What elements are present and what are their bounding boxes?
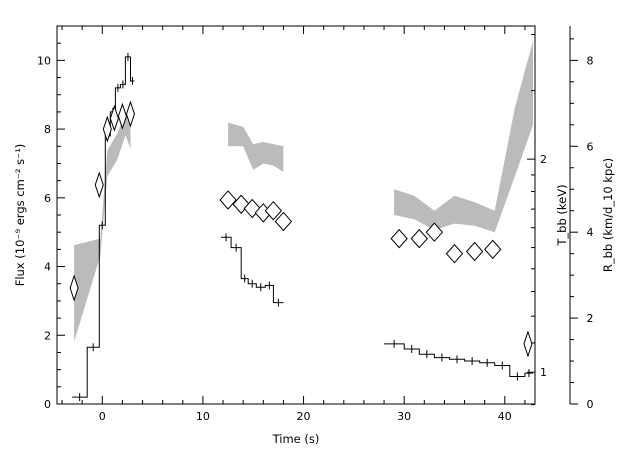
- temperature-band: [394, 41, 533, 233]
- temperature-band: [228, 122, 284, 172]
- radius-point: [410, 228, 428, 249]
- radius-point: [109, 104, 119, 132]
- y-axis-label-tbb: T_bb (keV): [555, 184, 569, 246]
- flux-histogram: [221, 236, 284, 304]
- temperature-band-layer: [74, 41, 533, 342]
- y-axis-label-rbb: R_bb (km/d_10 kpc): [601, 158, 615, 272]
- flux-tick-label: 8: [44, 123, 51, 136]
- flux-histogram: [72, 56, 135, 398]
- flux-histogram: [384, 343, 533, 377]
- radius-point: [117, 102, 127, 130]
- rbb-tick-label: 4: [587, 226, 594, 239]
- flux-tick-label: 6: [44, 192, 51, 205]
- y-axis-label-flux: Flux (10⁻⁹ ergs cm⁻² s⁻¹): [13, 144, 27, 287]
- radius-point: [219, 190, 237, 210]
- radius-point: [69, 274, 79, 302]
- radius-point: [264, 200, 283, 221]
- rbb-tick-label: 0: [587, 398, 594, 411]
- x-tick-label: 10: [196, 410, 210, 423]
- radius-point: [445, 243, 464, 264]
- radius-point: [390, 228, 408, 249]
- tbb-tick-label: 1: [540, 366, 547, 379]
- rbb-tick-label: 8: [587, 54, 594, 67]
- rbb-tick-label: 2: [587, 312, 594, 325]
- radius-point: [465, 241, 484, 262]
- x-axis-label: Time (s): [272, 432, 320, 446]
- x-tick-label: 20: [297, 410, 311, 423]
- flux-tick-label: 2: [44, 329, 51, 342]
- x-tick-label: 40: [498, 410, 512, 423]
- radius-point: [94, 171, 104, 199]
- radius-diamonds-layer: [69, 100, 533, 358]
- x-tick-label: 30: [397, 410, 411, 423]
- tbb-tick-label: 2: [540, 153, 547, 166]
- rbb-tick-label: 6: [587, 140, 594, 153]
- flux-histogram-layer: [72, 52, 533, 402]
- x-tick-label: 0: [99, 410, 106, 423]
- radius-point: [484, 239, 502, 260]
- flux-tick-label: 10: [37, 54, 51, 67]
- flux-tick-label: 4: [44, 261, 51, 274]
- radius-point: [102, 115, 112, 143]
- radius-point: [125, 100, 135, 128]
- flux-tick-label: 0: [44, 398, 51, 411]
- radius-point: [523, 330, 533, 358]
- radius-point: [274, 211, 293, 232]
- radius-point: [425, 222, 444, 242]
